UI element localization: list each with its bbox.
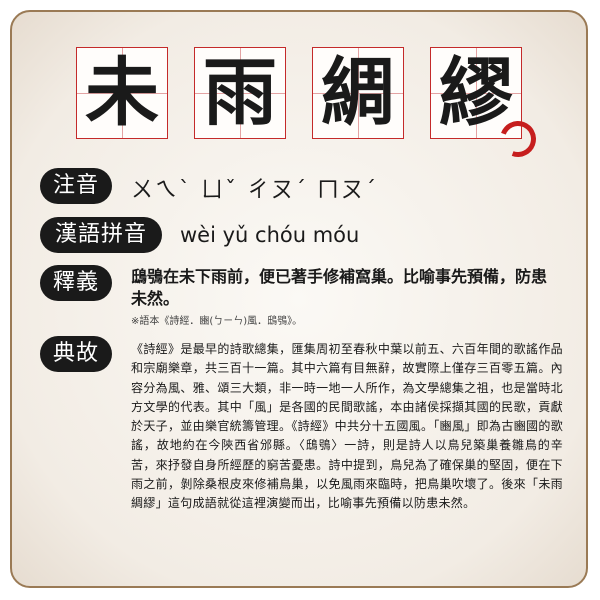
title-char: 繆 bbox=[439, 50, 513, 136]
title-char: 未 bbox=[85, 50, 159, 136]
story-text: 《詩經》是最早的詩歌總集，匯集周初至春秋中葉以前五、六百年間的歌謠作品和宗廟樂章… bbox=[131, 342, 563, 511]
title-char: 雨 bbox=[203, 50, 277, 136]
title-char-box: 未 bbox=[76, 47, 168, 139]
title-char-box: 綢 bbox=[312, 47, 404, 139]
meaning-value: 鴟鴞在未下雨前，便已著手修補窩巢。比喻事先預備，防患未然。 bbox=[131, 267, 548, 308]
title-char: 綢 bbox=[321, 50, 395, 136]
zhuyin-label: 注音 bbox=[40, 168, 112, 204]
pinyin-label: 漢語拼音 bbox=[40, 217, 162, 253]
story-label: 典故 bbox=[40, 336, 112, 372]
idiom-title: 未 雨 綢 繆 bbox=[76, 47, 536, 143]
title-char-box: 雨 bbox=[194, 47, 286, 139]
meaning-label: 釋義 bbox=[40, 265, 112, 301]
pinyin-value: wèi yǔ chóu móu bbox=[180, 223, 360, 247]
meaning-source-note: ※語本《詩經．豳(ㄅㄧㄣ)風．鴟鴞》。 bbox=[131, 316, 303, 327]
zhuyin-value: ㄨㄟˋ ㄩˇ ㄔㄡˊ ㄇㄡˊ bbox=[131, 178, 378, 203]
title-char-box: 繆 bbox=[430, 47, 522, 139]
